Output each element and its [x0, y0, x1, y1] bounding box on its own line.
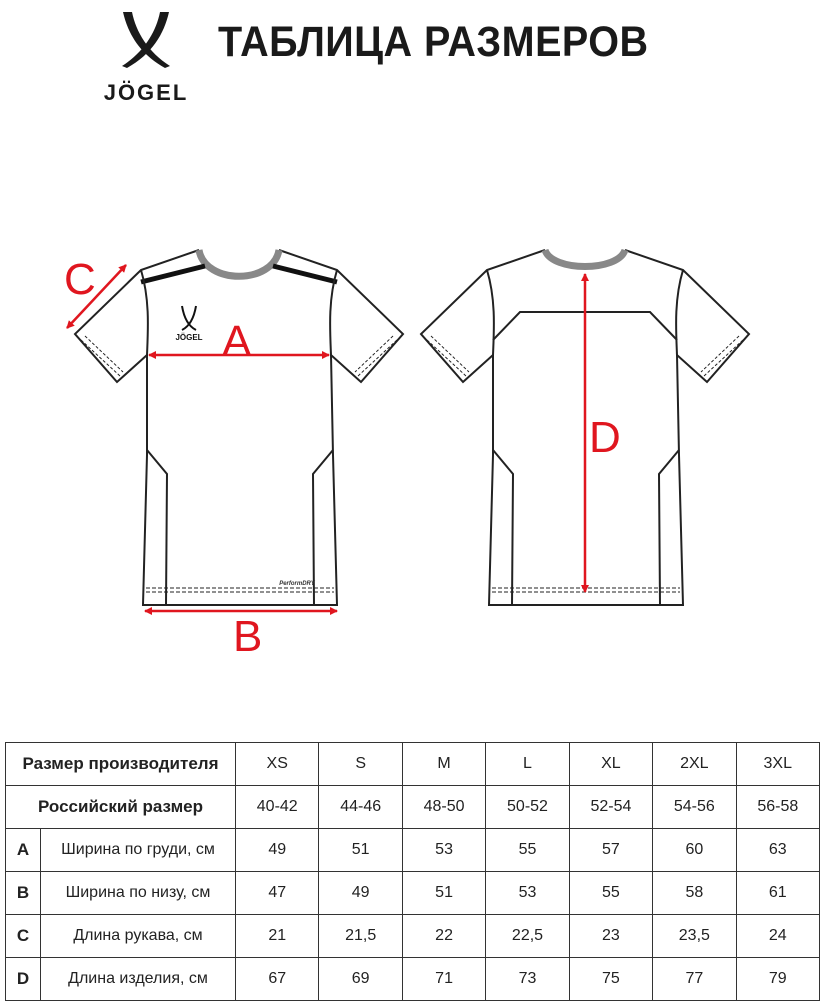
- page-title: ТАБЛИЦА РАЗМЕРОВ: [218, 18, 649, 66]
- value-cell: 22,5: [485, 914, 570, 958]
- russian-label: Российский размер: [4, 785, 237, 829]
- value-cell: 75: [568, 957, 654, 1001]
- value-cell: 77: [652, 957, 737, 1001]
- russian-size-cell: 54-56: [652, 785, 737, 829]
- row-letter: C: [5, 914, 41, 958]
- row-label: Длина изделия, см: [39, 957, 237, 1001]
- russian-size-cell: 44-46: [318, 785, 403, 829]
- header-label: Размер производителя: [4, 742, 237, 786]
- russian-size-cell: 56-58: [735, 785, 821, 829]
- table-row: C Длина рукава, см 21 21,5 22 22,5 23 23,5 24: [5, 914, 821, 958]
- value-cell: 49: [235, 828, 320, 872]
- row-letter: B: [5, 871, 41, 915]
- measure-label-c: C: [64, 255, 96, 304]
- size-cell: 3XL: [735, 742, 821, 786]
- value-cell: 58: [652, 871, 737, 915]
- size-cell: XL: [568, 742, 654, 786]
- size-table: Размер производителя XS S M L XL 2XL 3XL Российс…: [4, 742, 821, 1001]
- front-shirt: [73, 248, 405, 606]
- jogel-logo: JÖGEL: [104, 12, 189, 104]
- size-cell: M: [401, 742, 487, 786]
- size-cell: 2XL: [652, 742, 737, 786]
- value-cell: 51: [401, 871, 487, 915]
- chest-logo-text: JÖGEL: [175, 333, 202, 342]
- table-row-sizes: Размер производителя XS S M L XL 2XL 3XL: [4, 742, 821, 786]
- table-row-russian: Российский размер 40-42 44-46 48-50 50-52 52-…: [4, 785, 821, 829]
- value-cell: 23,5: [652, 914, 737, 958]
- row-label: Длина рукава, см: [39, 914, 237, 958]
- value-cell: 63: [735, 828, 821, 872]
- value-cell: 57: [568, 828, 654, 872]
- value-cell: 21,5: [318, 914, 403, 958]
- value-cell: 61: [735, 871, 821, 915]
- value-cell: 67: [235, 957, 320, 1001]
- row-label: Ширина по груди, см: [39, 828, 237, 872]
- value-cell: 60: [652, 828, 737, 872]
- row-label: Ширина по низу, см: [39, 871, 237, 915]
- value-cell: 23: [568, 914, 654, 958]
- row-letter: A: [5, 828, 41, 872]
- value-cell: 47: [235, 871, 320, 915]
- russian-size-cell: 50-52: [485, 785, 570, 829]
- value-cell: 21: [235, 914, 320, 958]
- row-letter: D: [5, 957, 41, 1001]
- table-row: A Ширина по груди, см 49 51 53 55 57 60 63: [5, 828, 821, 872]
- svg-text:JÖGEL: JÖGEL: [104, 80, 189, 104]
- chest-logo-icon: [181, 305, 197, 331]
- value-cell: 53: [401, 828, 487, 872]
- russian-size-cell: 48-50: [401, 785, 487, 829]
- measure-arrow-c: [66, 264, 127, 329]
- value-cell: 73: [485, 957, 570, 1001]
- value-cell: 55: [485, 828, 570, 872]
- russian-size-cell: 40-42: [235, 785, 320, 829]
- value-cell: 55: [568, 871, 654, 915]
- measure-label-a: A: [222, 317, 252, 366]
- measure-label-d: D: [589, 413, 621, 462]
- measure-label-b: B: [233, 612, 263, 661]
- hem-label: PerformDRY: [279, 581, 316, 587]
- value-cell: 49: [318, 871, 403, 915]
- value-cell: 69: [318, 957, 403, 1001]
- size-cell: S: [318, 742, 403, 786]
- size-cell: L: [485, 742, 570, 786]
- table-row: B Ширина по низу, см 47 49 51 53 55 58 61: [5, 871, 821, 915]
- table-row: D Длина изделия, см 67 69 71 73 75 77 79: [5, 957, 821, 1001]
- value-cell: 71: [401, 957, 487, 1001]
- value-cell: 24: [735, 914, 821, 958]
- value-cell: 79: [735, 957, 821, 1001]
- value-cell: 51: [318, 828, 403, 872]
- size-cell: XS: [235, 742, 320, 786]
- value-cell: 53: [485, 871, 570, 915]
- russian-size-cell: 52-54: [568, 785, 654, 829]
- garment-illustration: JÖGEL PerformDRY: [66, 248, 751, 615]
- value-cell: 22: [401, 914, 487, 958]
